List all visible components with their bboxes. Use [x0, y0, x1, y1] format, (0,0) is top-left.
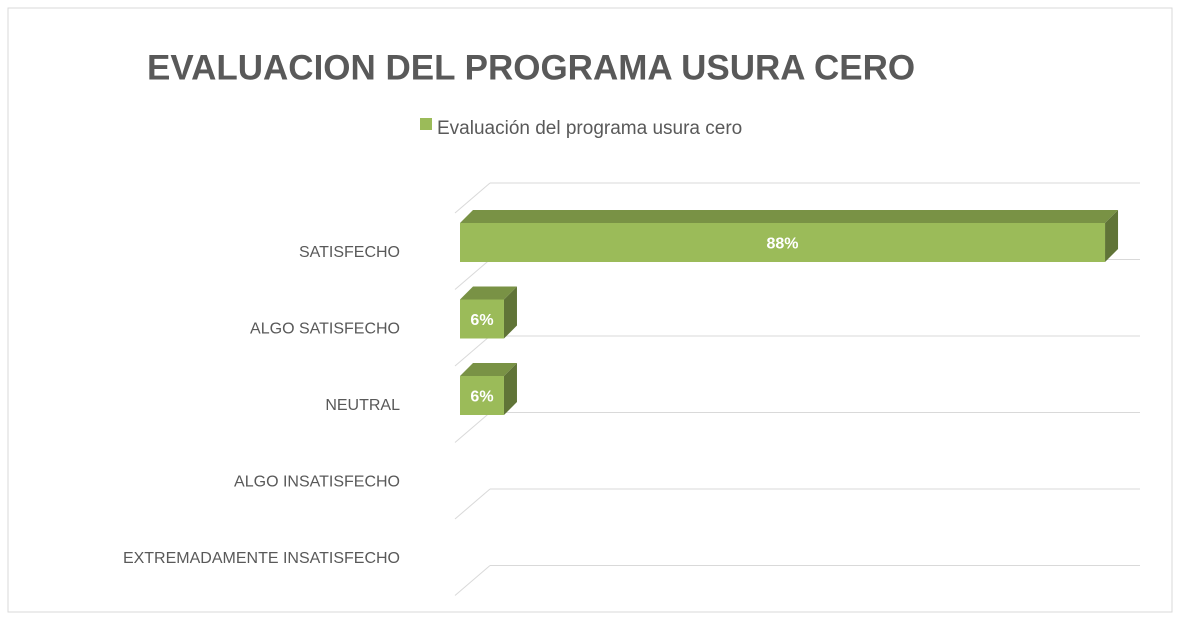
chart-title: EVALUACION DEL PROGRAMA USURA CERO: [147, 48, 915, 87]
bar-side: [503, 286, 517, 339]
data-label: 6%: [470, 312, 493, 329]
bar-top: [460, 210, 1119, 223]
y-tick-label: ALGO SATISFECHO: [250, 321, 400, 338]
y-tick-label: EXTREMADAMENTE INSATISFECHO: [123, 550, 400, 567]
legend-swatch: [420, 118, 432, 130]
bar-top: [460, 363, 517, 376]
y-tick-label: NEUTRAL: [325, 397, 400, 414]
wall-edge: [454, 565, 491, 596]
bar-front: [460, 376, 504, 415]
y-tick-label: SATISFECHO: [299, 244, 400, 261]
bar-front: [460, 299, 504, 339]
wall-edge: [454, 412, 491, 443]
y-tick-label: ALGO INSATISFECHO: [234, 474, 400, 491]
bar-side: [1105, 210, 1119, 262]
wall-edge: [454, 335, 491, 367]
data-label: 88%: [767, 236, 799, 253]
chart-border: [7, 7, 1173, 613]
bar: [460, 210, 1119, 262]
bar-top: [460, 286, 517, 300]
wall-edge: [454, 488, 491, 520]
bar-front: [460, 223, 1106, 262]
bar-side: [503, 363, 517, 415]
wall-edge: [454, 259, 491, 290]
legend-label: Evaluación del programa usura cero: [437, 118, 742, 139]
bar: [460, 363, 517, 415]
wall-edge: [454, 182, 491, 214]
bar: [460, 286, 517, 339]
data-label: 6%: [470, 389, 493, 406]
